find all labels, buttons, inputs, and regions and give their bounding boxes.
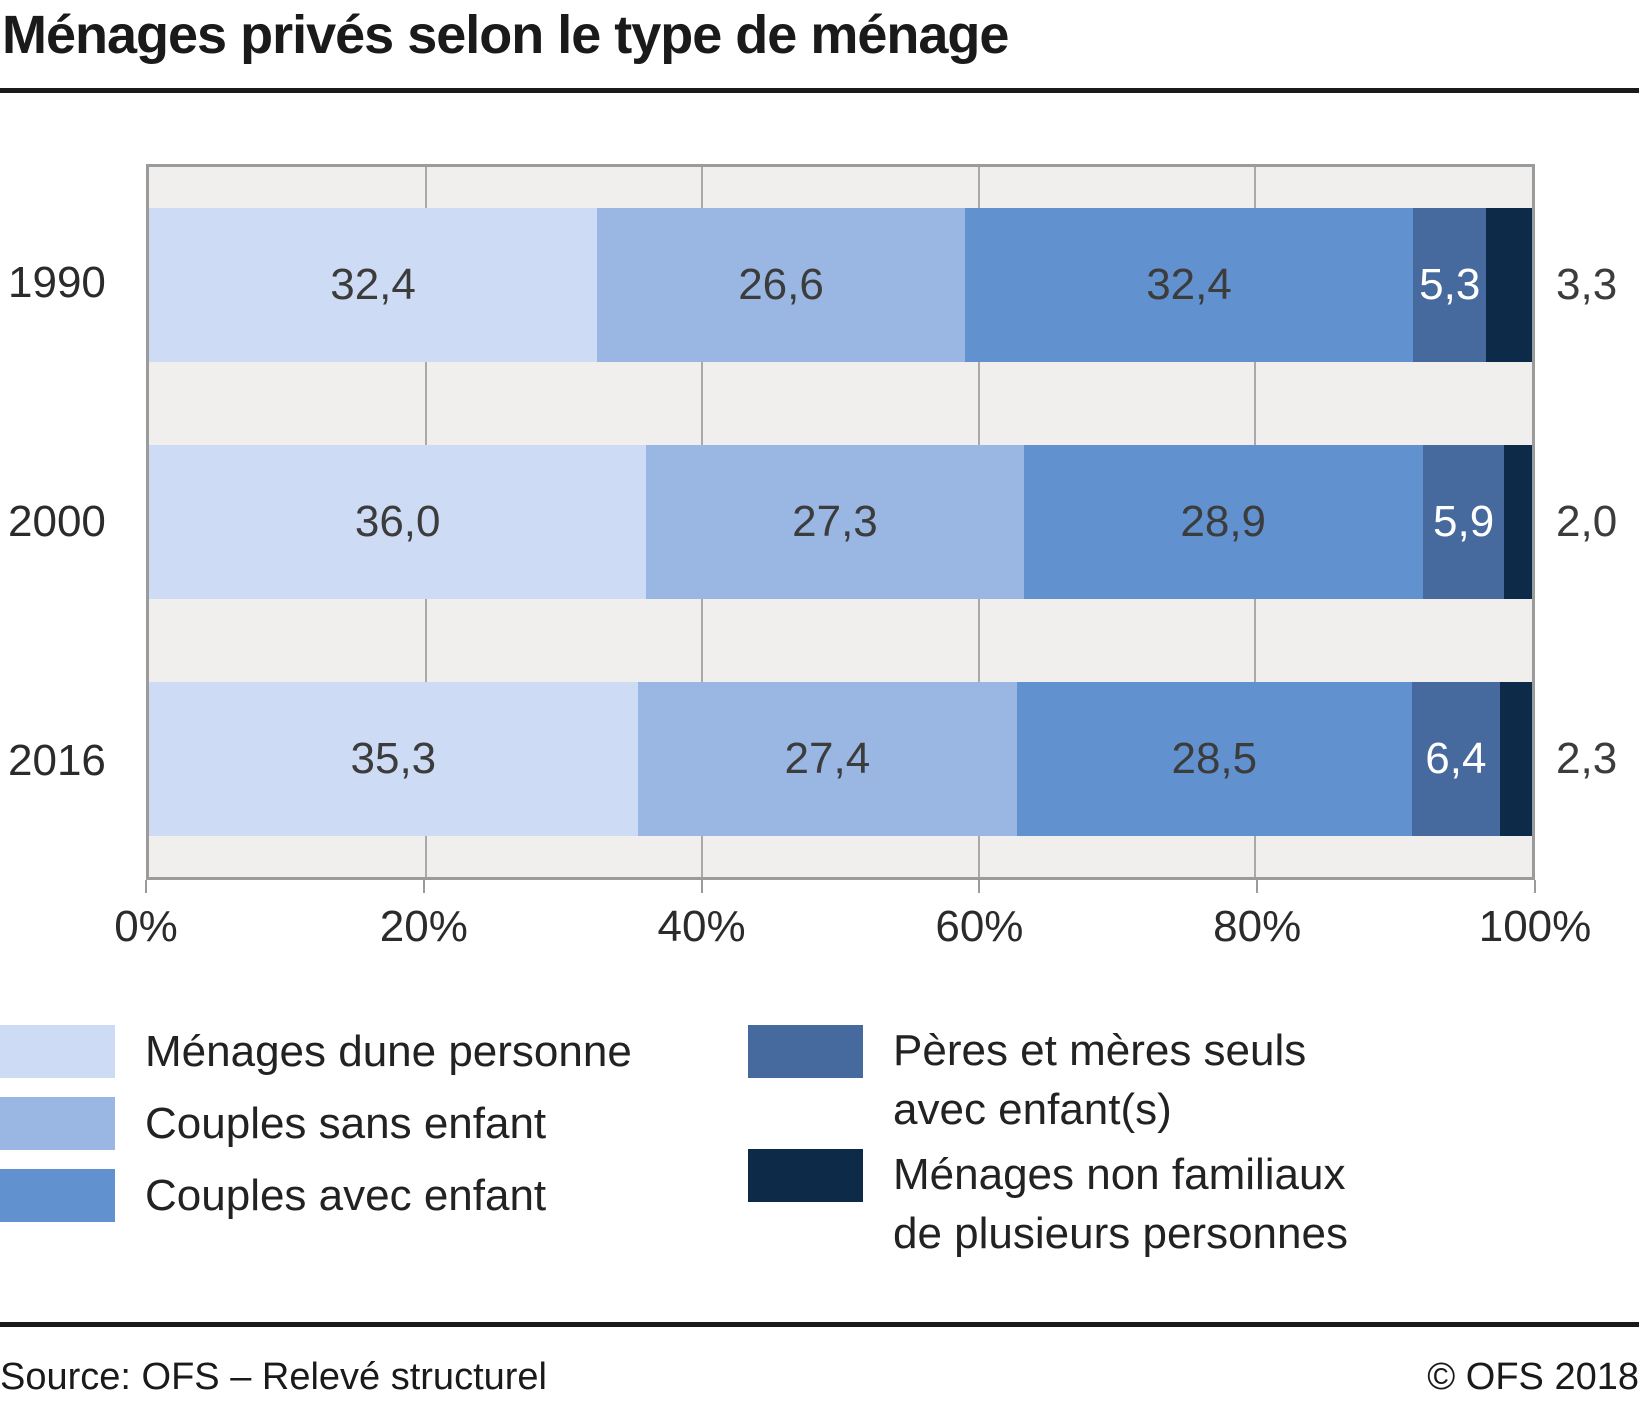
bar-segment-couples-sans-enfant-2000: 27,3 — [646, 445, 1024, 599]
x-axis-tick-20% — [422, 880, 425, 893]
bar-segment-couples-avec-enfant-2000: 28,9 — [1023, 445, 1423, 599]
legend-label-menages-non-familiaux: Ménages non familiaux de plusieurs perso… — [893, 1145, 1348, 1263]
x-axis-tick-label-60%: 60% — [935, 902, 1024, 951]
value-label-menages-une-personne-2000: 36,0 — [354, 497, 441, 546]
page-title: Ménages privés selon le type de ménage — [2, 5, 1009, 65]
x-axis-tick-label-0%: 0% — [114, 902, 178, 951]
value-label-couples-avec-enfant-1990: 32,4 — [1146, 260, 1232, 310]
bar-1990: 32,4 26,6 32,4 5,3 — [149, 208, 1532, 363]
value-label-couples-sans-enfant-1990: 26,6 — [738, 260, 824, 310]
category-label-2016: 2016 — [8, 735, 106, 785]
bar-segment-couples-sans-enfant-1990: 26,6 — [597, 208, 965, 363]
bar-segment-menages-non-familiaux-2000 — [1504, 445, 1532, 599]
x-axis-tick-label-80%: 80% — [1213, 902, 1302, 951]
bar-segment-menages-non-familiaux-2016 — [1500, 681, 1532, 836]
legend-label-line: Pères et mères seuls — [893, 1026, 1307, 1075]
legend-label-menages-une-personne: Ménages dune personne — [145, 1027, 632, 1076]
legend-swatch-menages-non-familiaux — [748, 1149, 863, 1202]
x-axis-tick-40% — [700, 880, 703, 893]
value-label-couples-avec-enfant-2000: 28,9 — [1180, 497, 1267, 546]
category-label-1990: 1990 — [8, 258, 106, 308]
legend-label-couples-avec-enfant: Couples avec enfant — [145, 1171, 547, 1220]
x-axis: 0% 20% 40% 60% 80% 100% — [114, 880, 1591, 970]
bar-segment-peres-meres-seuls-2000: 5,9 — [1422, 445, 1505, 599]
bar-segment-couples-avec-enfant-1990: 32,4 — [964, 208, 1414, 363]
x-axis-tick-0% — [145, 880, 147, 893]
bar-segment-peres-meres-seuls-2016: 6,4 — [1411, 681, 1501, 836]
value-label-couples-sans-enfant-2000: 27,3 — [792, 497, 878, 546]
value-label-peres-meres-seuls-1990: 5,3 — [1419, 260, 1481, 310]
value-label-menages-non-familiaux-2016: 2,3 — [1556, 733, 1618, 783]
bar-row-2016: 2,3 35,3 27,4 28,5 6,4 — [149, 640, 1617, 877]
value-label-menages-une-personne-2016: 35,3 — [350, 733, 437, 783]
bar-row-1990: 3,3 32,4 26,6 32,4 5,3 — [149, 167, 1617, 404]
legend-swatch-couples-sans-enfant — [0, 1097, 115, 1150]
legend-label-line: avec enfant(s) — [893, 1085, 1172, 1134]
legend-label-couples-sans-enfant: Couples sans enfant — [145, 1099, 547, 1148]
copyright-text: © OFS 2018 — [1427, 1356, 1639, 1398]
legend-swatch-peres-meres-seuls — [748, 1025, 863, 1078]
chart-area: 3,3 32,4 26,6 32,4 5,3 2,0 36,0 27,3 28,9 5,9 2,3 3… — [8, 164, 1617, 951]
bar-2016: 35,3 27,4 28,5 6,4 — [149, 681, 1532, 836]
bar-2000: 36,0 27,3 28,9 5,9 — [149, 445, 1532, 599]
footer-divider — [0, 1322, 1639, 1327]
bar-segment-menages-une-personne-2016: 35,3 — [149, 681, 638, 836]
category-label-2000: 2000 — [8, 497, 106, 546]
legend-label-line: de plusieurs personnes — [893, 1209, 1348, 1258]
legend-swatch-menages-une-personne — [0, 1025, 115, 1078]
value-label-couples-sans-enfant-2016: 27,4 — [784, 733, 871, 783]
bar-segment-couples-avec-enfant-2016: 28,5 — [1017, 681, 1412, 836]
bar-segment-menages-non-familiaux-1990 — [1486, 208, 1532, 363]
source-text: Source: OFS – Relevé structurel — [0, 1356, 547, 1398]
legend-swatch-couples-avec-enfant — [0, 1169, 115, 1222]
x-axis-tick-label-20%: 20% — [379, 902, 468, 951]
bar-row-2000: 2,0 36,0 27,3 28,9 5,9 — [149, 404, 1617, 641]
legend-label-peres-meres-seuls: Pères et mères seuls avec enfant(s) — [893, 1021, 1306, 1139]
bar-segment-couples-sans-enfant-2016: 27,4 — [637, 681, 1018, 836]
x-axis-tick-100% — [1534, 880, 1536, 893]
x-axis-tick-60% — [978, 880, 981, 893]
value-label-menages-une-personne-1990: 32,4 — [330, 260, 416, 310]
footer: Source: OFS – Relevé structurel © OFS 20… — [0, 1356, 1639, 1399]
bar-segment-menages-une-personne-2000: 36,0 — [149, 445, 647, 599]
value-label-couples-avec-enfant-2016: 28,5 — [1171, 733, 1258, 783]
legend-label-line: Ménages non familiaux — [893, 1150, 1346, 1199]
x-axis-tick-label-40%: 40% — [657, 902, 746, 951]
plot-area: 3,3 32,4 26,6 32,4 5,3 2,0 36,0 27,3 28,9 5,9 2,3 3… — [146, 164, 1617, 880]
value-label-menages-non-familiaux-1990: 3,3 — [1556, 260, 1618, 310]
value-label-menages-non-familiaux-2000: 2,0 — [1556, 497, 1618, 546]
x-axis-tick-label-100%: 100% — [1478, 902, 1592, 951]
legend: Ménages dune personne Couples sans enfan… — [0, 1025, 1639, 1295]
value-label-peres-meres-seuls-2016: 6,4 — [1425, 733, 1487, 783]
bar-segment-peres-meres-seuls-1990: 5,3 — [1413, 208, 1487, 363]
value-label-peres-meres-seuls-2000: 5,9 — [1433, 497, 1495, 546]
title-divider — [0, 88, 1639, 93]
bar-segment-menages-une-personne-1990: 32,4 — [149, 208, 598, 363]
x-axis-tick-80% — [1256, 880, 1259, 893]
